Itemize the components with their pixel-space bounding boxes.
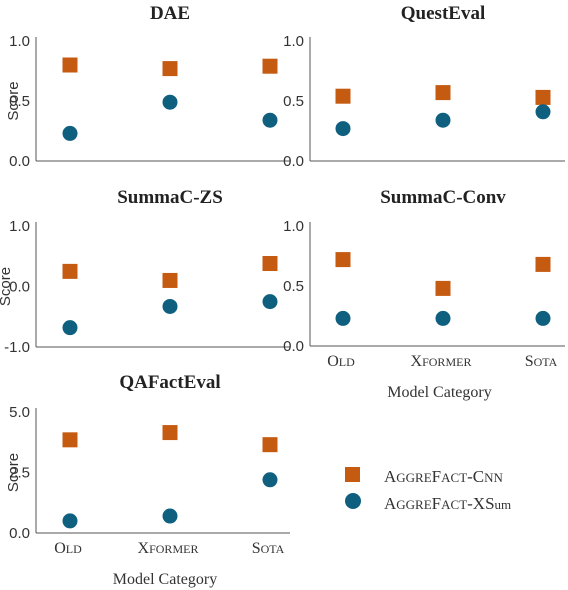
y-tick-label: 1.0: [283, 218, 304, 235]
xsum-circle-marker: [535, 104, 551, 120]
subplot: QAFactEval 0.0 2.5 5.0 Score OLD XFORMER SOTA Mo…: [5, 372, 290, 588]
legend-label-cnn: AGGREFACT-CNN: [384, 467, 504, 486]
y-axis-label: Score: [5, 81, 22, 120]
x-tick-label: SOTA: [252, 540, 285, 557]
x-axis-label: Model Category: [113, 571, 217, 588]
xsum-circle-marker: [162, 94, 178, 110]
cnn-square-marker: [62, 432, 78, 448]
cnn-square-marker: [435, 280, 451, 296]
subplot: DAE 0.0 0.5 1.0 Score: [5, 3, 290, 170]
y-tick-label: 1.0: [9, 218, 30, 235]
y-tick-label: 0.5: [283, 278, 304, 295]
cnn-square-marker: [262, 437, 278, 453]
xsum-circle-marker: [62, 320, 78, 336]
xsum-circle-marker: [535, 310, 551, 326]
y-tick-label: 0.0: [283, 153, 304, 170]
xsum-circle-marker: [435, 112, 451, 128]
xsum-circle-marker: [335, 121, 351, 137]
y-tick-label: 0.0: [9, 279, 30, 296]
y-tick-label: 0.0: [283, 338, 304, 355]
y-axis-label: Score: [0, 267, 14, 306]
subplot-title: QAFactEval: [119, 372, 220, 393]
cnn-square-marker: [535, 89, 551, 105]
y-tick-label: 0.5: [283, 93, 304, 110]
xsum-circle-marker: [62, 125, 78, 141]
subplot-title: DAE: [150, 3, 190, 24]
y-tick-label: 1.0: [9, 33, 30, 50]
y-tick-label: 2.5: [9, 465, 30, 482]
cnn-square-marker: [162, 425, 178, 441]
subplot-title: QuestEval: [401, 3, 485, 24]
cnn-square-marker: [162, 61, 178, 77]
subplot-title: SummaC-ZS: [117, 187, 223, 208]
subplot-title: SummaC-Conv: [380, 187, 506, 208]
xsum-circle-marker: [335, 310, 351, 326]
y-tick-label: 5.0: [9, 404, 30, 421]
x-tick-label: OLD: [54, 540, 82, 557]
x-tick-label: OLD: [327, 353, 355, 370]
x-tick-label: SOTA: [525, 353, 558, 370]
legend: AGGREFACT-CNN AGGREFACT-XSum: [345, 467, 511, 513]
xsum-circle-marker: [262, 112, 278, 128]
y-tick-label: -1.0: [4, 339, 30, 356]
cnn-square-marker: [335, 88, 351, 104]
subplot: SummaC-Conv 0.0 0.5 1.0 OLD XFORMER SOTA Model …: [283, 187, 565, 401]
y-tick-label: 1.0: [283, 33, 304, 50]
y-tick-label: 0.5: [9, 93, 30, 110]
xsum-circle-marker: [435, 310, 451, 326]
cnn-square-marker: [262, 256, 278, 272]
x-tick-label: XFORMER: [138, 540, 199, 557]
xsum-circle-marker: [162, 298, 178, 314]
cnn-square-marker: [62, 263, 78, 279]
cnn-square-marker: [262, 58, 278, 74]
cnn-square-marker: [535, 256, 551, 272]
cnn-square-marker: [62, 57, 78, 73]
x-tick-label: XFORMER: [411, 353, 472, 370]
cnn-square-marker: [435, 85, 451, 101]
xsum-circle-marker: [162, 508, 178, 524]
subplot: QuestEval 0.0 0.5 1.0: [283, 3, 565, 170]
cnn-square-marker: [335, 252, 351, 268]
xsum-circle-marker: [62, 513, 78, 529]
x-axis-label: Model Category: [387, 384, 491, 401]
y-tick-label: 0.0: [9, 153, 30, 170]
legend-circle-marker: [345, 493, 361, 509]
legend-label-xsum: AGGREFACT-XSum: [384, 494, 511, 513]
y-axis-label: Score: [5, 453, 22, 492]
subplot: SummaC-ZS -1.0 0.0 1.0 Score: [0, 187, 290, 356]
y-tick-label: 0.0: [9, 525, 30, 542]
cnn-square-marker: [162, 272, 178, 288]
xsum-circle-marker: [262, 294, 278, 310]
legend-square-marker: [345, 467, 360, 482]
xsum-circle-marker: [262, 472, 278, 488]
